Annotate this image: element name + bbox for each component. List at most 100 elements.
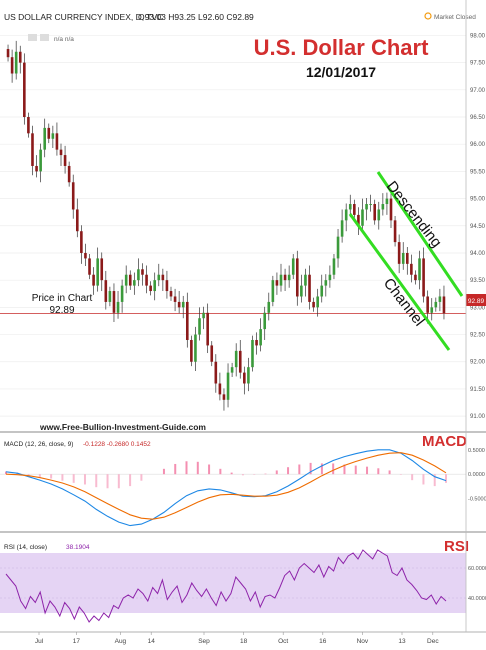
candle-body: [438, 296, 442, 302]
symbol-title[interactable]: US DOLLAR CURRENCY INDEX, D, TVC: [4, 12, 163, 22]
candle-body: [320, 285, 324, 297]
rsi-value: 38.1904: [66, 544, 90, 551]
price-tick-label: 92.00: [470, 360, 486, 366]
candle-body: [401, 252, 405, 264]
candle-body: [23, 62, 26, 118]
price-grid: [0, 35, 466, 417]
candle-body: [393, 220, 397, 243]
price-tick-label: 91.00: [470, 414, 486, 420]
price-value-label: 92.89: [49, 305, 74, 316]
market-status: Market Closed: [434, 14, 476, 21]
macd-series-line: [5, 452, 447, 520]
time-tick-label: Aug: [115, 638, 127, 645]
candle-body: [434, 301, 438, 308]
candle-body: [141, 269, 144, 275]
price-label: Price in Chart: [32, 293, 93, 304]
candle-body: [137, 269, 140, 281]
header-bar: [0, 0, 486, 30]
candle-body: [377, 209, 381, 221]
macd-histogram: [5, 461, 447, 489]
rsi-title: RSI (14, close): [4, 544, 47, 551]
candle-body: [373, 204, 377, 221]
settings-icon[interactable]: [28, 34, 37, 41]
candle-body: [422, 258, 425, 297]
time-tick-label: Jul: [35, 638, 44, 645]
price-axis: 98.00 97.50 97.00 96.50 96.00 95.50 95.00 94.50…: [470, 33, 486, 420]
candle-body: [353, 204, 356, 215]
candle-body: [96, 258, 99, 286]
rsi-tick-label: 40.0000: [468, 596, 486, 602]
candle-body: [226, 372, 230, 400]
candle-body: [365, 204, 368, 210]
candle-body: [230, 367, 234, 373]
candle-body: [31, 133, 34, 166]
macd-tick-label: 0.5000: [468, 448, 485, 454]
candle-body: [267, 301, 271, 313]
candle-body: [124, 274, 128, 286]
candle-body: [410, 263, 413, 275]
candle-body: [418, 258, 421, 281]
descending-channel: [348, 171, 464, 351]
candle-body: [405, 252, 409, 264]
candle-body: [149, 285, 152, 292]
price-tick-label: 95.50: [470, 169, 486, 175]
price-tick-label: 97.00: [470, 88, 486, 94]
candle-body: [251, 339, 254, 368]
price-tick-label: 96.50: [470, 115, 486, 121]
candle-body: [14, 51, 18, 74]
rsi-annotation: RSI: [444, 538, 469, 555]
candle-body: [173, 296, 177, 302]
macd-annotation: MACD: [422, 433, 467, 450]
time-tick-label: 14: [148, 638, 156, 645]
candle-body: [385, 198, 389, 205]
candle-body: [133, 280, 136, 286]
macd-tick-label: -0.5000: [468, 497, 486, 503]
price-marker-box: [466, 294, 486, 306]
candle-body: [340, 220, 344, 237]
candle-body: [397, 242, 401, 264]
candle-body: [190, 339, 193, 362]
candle-body: [369, 204, 372, 206]
candle-body: [153, 280, 157, 292]
candle-body: [202, 312, 205, 319]
candle-body: [263, 312, 267, 330]
candle-body: [169, 291, 173, 297]
candle-body: [389, 198, 393, 221]
candle-body: [145, 274, 148, 286]
candle-body: [165, 280, 169, 292]
chart-title: U.S. Dollar Chart: [254, 35, 429, 60]
candle-body: [128, 274, 132, 286]
macd-title: MACD (12, 26, close, 9): [4, 441, 73, 448]
rsi-tick-label: 60.0000: [468, 566, 486, 572]
macd-axis: 0.5000 0.0000 -0.5000: [0, 448, 486, 503]
candle-body: [108, 291, 112, 302]
channel-upper-line: [376, 171, 464, 297]
candle-body: [218, 383, 222, 395]
time-tick-label: 16: [319, 638, 327, 645]
candle-body: [116, 301, 120, 313]
candle-body: [287, 274, 291, 281]
candle-body: [55, 133, 59, 150]
website-watermark: www.Free-Bullion-Investment-Guide.com: [39, 422, 206, 432]
eye-icon[interactable]: [40, 34, 49, 41]
candle-body: [177, 301, 181, 308]
candle-body: [194, 334, 197, 362]
price-tick-label: 91.50: [470, 387, 486, 393]
chart-date: 12/01/2017: [306, 64, 376, 80]
candle-body: [291, 258, 295, 275]
candle-body: [88, 258, 91, 275]
candle-body: [63, 155, 67, 166]
candle-body: [316, 296, 319, 308]
candle-body: [6, 49, 10, 58]
candle-body: [75, 209, 79, 232]
rsi-series-line: [5, 549, 447, 623]
candle-body: [104, 280, 108, 302]
time-tick-label: Oct: [278, 638, 288, 645]
candle-body: [255, 339, 258, 346]
candle-body: [59, 149, 63, 156]
candle-body: [27, 117, 30, 134]
time-tick-label: Sep: [198, 638, 210, 645]
time-tick-label: 17: [73, 638, 81, 645]
candle-body: [210, 345, 214, 362]
